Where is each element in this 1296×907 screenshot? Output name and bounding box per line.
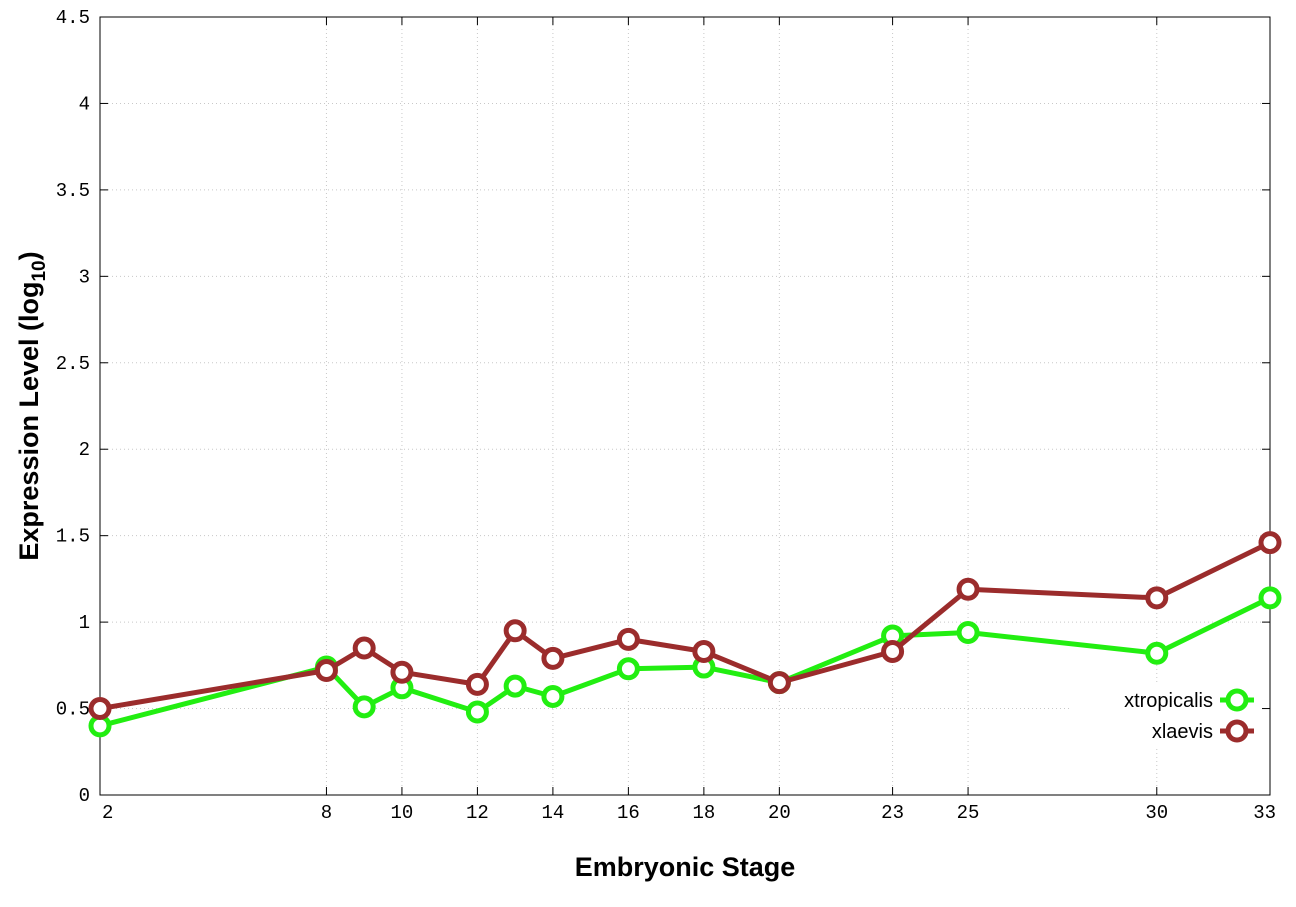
x-tick-label: 14: [541, 802, 564, 824]
data-point-xlaevis: [390, 660, 414, 684]
x-tick-label: 25: [957, 802, 980, 824]
y-tick-label: 3.5: [56, 180, 90, 202]
y-tick-label: 0: [79, 785, 90, 807]
x-axis-tick-labels: 2 8 10 12 14 16 18 20 23 25 30 33: [102, 802, 1276, 824]
x-tick-label: 33: [1253, 802, 1276, 824]
x-tick-label: 16: [617, 802, 640, 824]
data-point-xtropicalis: [616, 657, 640, 681]
legend-item-xlaevis: xlaevis: [1152, 719, 1254, 743]
x-tick-label: 20: [768, 802, 791, 824]
y-tick-label: 3: [79, 266, 90, 288]
x-tick-label: 2: [102, 802, 113, 824]
y-tick-label: 1: [79, 612, 90, 634]
data-point-xlaevis: [88, 697, 112, 721]
data-point-xlaevis: [352, 636, 376, 660]
data-point-xtropicalis: [352, 695, 376, 719]
series-xlaevis: [88, 531, 1282, 721]
y-tick-label: 1.5: [56, 526, 90, 548]
y-tick-label: 4: [79, 93, 90, 115]
y-tick-label: 0.5: [56, 699, 90, 721]
data-point-xtropicalis: [1145, 641, 1169, 665]
data-point-xlaevis: [881, 640, 905, 664]
data-point-xlaevis: [465, 672, 489, 696]
legend-item-xtropicalis: xtropicalis: [1124, 688, 1254, 712]
x-tick-label: 30: [1145, 802, 1168, 824]
data-point-xlaevis: [1258, 531, 1282, 555]
y-tick-label: 2: [79, 439, 90, 461]
data-point-xlaevis: [767, 671, 791, 695]
y-axis-title-close: ): [14, 251, 44, 260]
legend-swatch-marker: [1225, 688, 1249, 712]
data-point-xlaevis: [314, 659, 338, 683]
data-point-xlaevis: [616, 627, 640, 651]
y-axis-title-subscript: 10: [29, 260, 50, 281]
data-point-xtropicalis: [1258, 586, 1282, 610]
y-tick-label: 4.5: [56, 7, 90, 29]
legend-label: xtropicalis: [1124, 690, 1213, 712]
data-point-xlaevis: [541, 646, 565, 670]
data-series: [88, 531, 1282, 738]
data-point-xlaevis: [956, 577, 980, 601]
y-axis-title: Expression Level (log10): [14, 251, 50, 560]
x-tick-label: 12: [466, 802, 489, 824]
x-axis-title: Embryonic Stage: [575, 852, 796, 882]
data-point-xtropicalis: [465, 700, 489, 724]
data-point-xlaevis: [503, 619, 527, 643]
legend-label: xlaevis: [1152, 721, 1213, 743]
y-axis-tick-labels: 0 0.5 1 1.5 2 2.5 3 3.5 4 4.5: [56, 7, 90, 807]
x-tick-label: 23: [881, 802, 904, 824]
data-point-xtropicalis: [956, 620, 980, 644]
data-point-xlaevis: [1145, 586, 1169, 610]
y-tick-label: 2.5: [56, 353, 90, 375]
x-tick-label: 10: [391, 802, 414, 824]
x-tick-label: 8: [321, 802, 332, 824]
plot-frame: [99, 16, 1271, 796]
data-point-xlaevis: [692, 640, 716, 664]
legend-swatch-marker: [1225, 719, 1249, 743]
data-point-xtropicalis: [503, 674, 527, 698]
y-axis-title-main: Expression Level (log: [14, 282, 44, 561]
legend: xtropicalis xlaevis: [1072, 682, 1262, 746]
x-tick-label: 18: [692, 802, 715, 824]
axis-ticks: [99, 16, 1271, 796]
data-point-xtropicalis: [541, 684, 565, 708]
